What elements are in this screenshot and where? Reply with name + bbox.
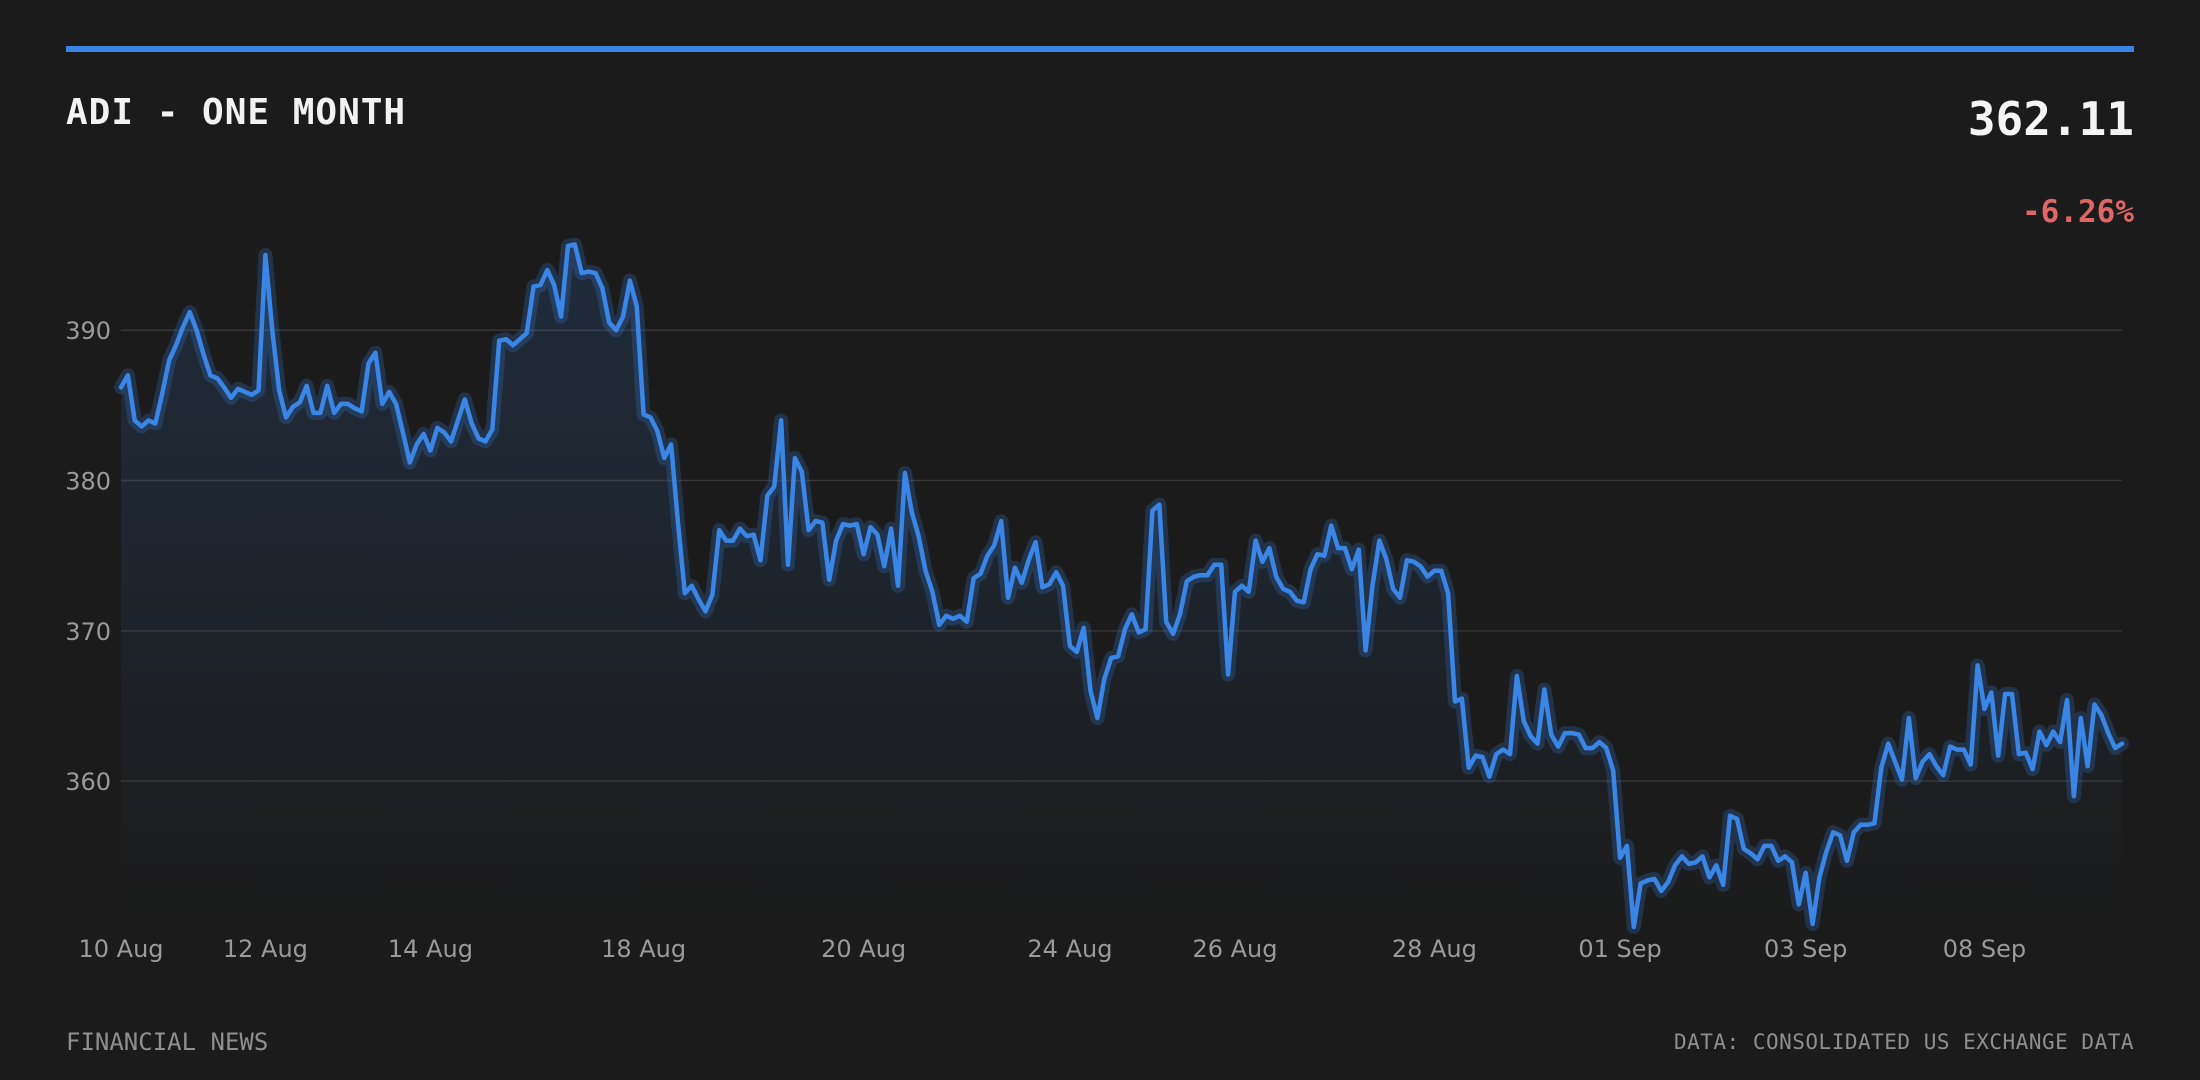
- y-tick-label: 360: [65, 768, 111, 796]
- percent-change: -6.26%: [2022, 194, 2134, 230]
- x-tick-label: 26 Aug: [1192, 935, 1277, 963]
- x-tick-label: 14 Aug: [388, 935, 473, 963]
- x-tick-label: 18 Aug: [601, 935, 686, 963]
- top-accent-rule: [66, 46, 2134, 52]
- y-tick-label: 380: [65, 468, 111, 496]
- y-axis-ticks: 360 370 380 390: [65, 317, 111, 796]
- x-tick-label: 12 Aug: [223, 935, 308, 963]
- footer-source-right: DATA: CONSOLIDATED US EXCHANGE DATA: [1673, 1030, 2134, 1054]
- price-line-chart: 360 370 380 390 10 Aug 12 Aug 14 Aug 18 Aug 20 …: [65, 237, 2129, 963]
- x-axis-ticks: 10 Aug 12 Aug 14 Aug 18 Aug 20 Aug 24 Aug 26 A…: [78, 935, 2026, 963]
- x-tick-label: 24 Aug: [1027, 935, 1112, 963]
- x-tick-label: 10 Aug: [78, 935, 163, 963]
- x-tick-label: 28 Aug: [1392, 935, 1477, 963]
- x-tick-label: 20 Aug: [821, 935, 906, 963]
- x-tick-label: 03 Sep: [1764, 935, 1847, 963]
- x-tick-label: 08 Sep: [1943, 935, 2026, 963]
- x-tick-label: 01 Sep: [1578, 935, 1661, 963]
- y-tick-label: 370: [65, 618, 111, 646]
- footer-source-left: FINANCIAL NEWS: [66, 1028, 269, 1056]
- price-area-fill: [121, 244, 2122, 927]
- chart-title: ADI - ONE MONTH: [66, 92, 407, 133]
- price-line-series: [118, 242, 2125, 930]
- last-price: 362.11: [1967, 92, 2134, 146]
- y-tick-label: 390: [65, 317, 111, 345]
